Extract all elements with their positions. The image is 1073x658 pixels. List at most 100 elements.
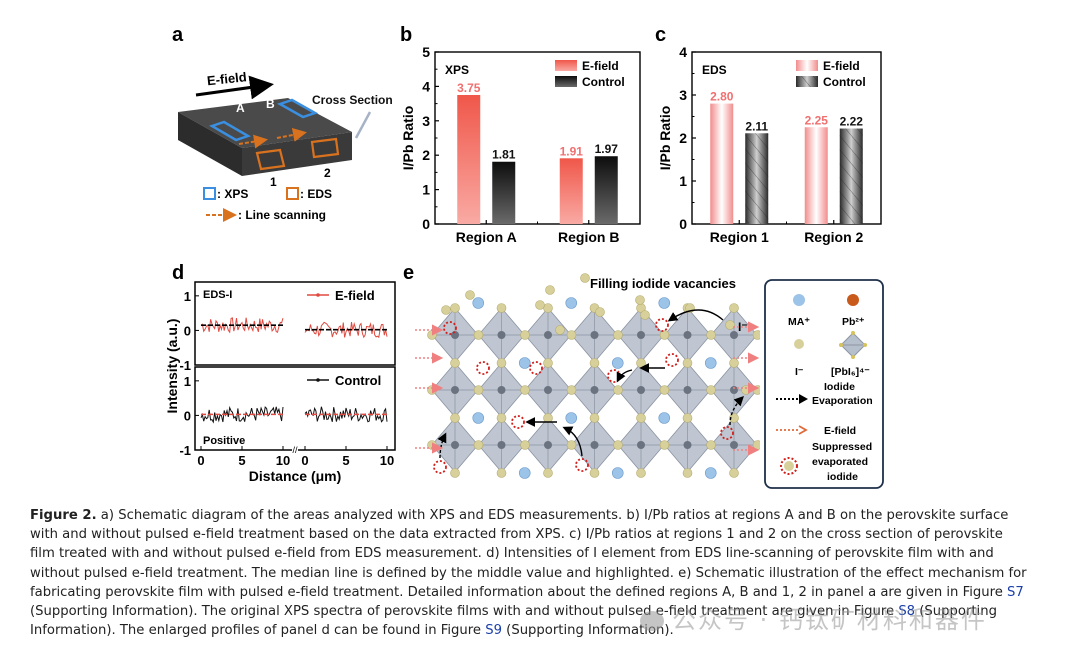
iodide-ion [636,358,646,368]
efield-legend-label: E-field [824,425,856,437]
free-iodide-ion [465,290,475,300]
ma-ion [518,467,531,479]
x-tick-label: Region 2 [804,229,863,245]
x-tick-label: Region A [456,229,517,245]
iodide-ion [729,358,739,368]
x-tick-label: 10 [380,453,394,468]
y-tick-label: -1 [179,443,191,458]
line-scan-arrow-1 [238,134,268,149]
legend-marker [316,293,320,297]
y-tick-label: 5 [422,44,430,60]
panel-e-legend: MA⁺ Pb²⁺ I⁻ [PbI₆]⁴⁻ Iodide Evaporation … [764,279,884,489]
ma-ion [658,412,671,424]
ma-ion [472,297,485,309]
pb-ion [730,441,738,449]
vacancy-filling-arrow [667,309,724,322]
suppressed-iodide-icon [780,457,798,475]
iodide-ion [473,385,484,395]
y-tick-label: 0 [422,216,430,232]
caption-text-2: (Supporting Information). The original X… [30,604,899,620]
x-axis-label: Distance (μm) [249,468,342,484]
ma-ion [704,357,717,369]
ma-ion [518,357,531,369]
xps-region-a [208,120,252,142]
bar-hatch-overlay [745,133,769,224]
iodide-ion [496,303,507,313]
legend-swatch-efield [796,60,818,71]
iodide-ion [566,330,577,340]
iodide-vacancy [529,361,543,375]
y-tick-label: 3 [422,113,430,129]
legend-swatch-efield [555,60,577,71]
region-b-label: B [266,97,275,111]
iodide-vacancy [443,321,457,335]
eds-legend-swatch [286,187,299,200]
pb-ion [590,331,599,339]
subplot-frame-efield [194,281,396,366]
y-tick-label: 1 [679,173,687,189]
pb-ion [590,441,599,449]
y-tick-label: 0 [679,216,687,232]
iodide-ion [706,440,716,450]
intensity-trace [304,321,388,339]
free-iodide-ion [535,300,545,310]
legend-label: E-field [823,59,860,73]
x-tick-label: 5 [342,453,349,468]
caption-text-3: (Supporting Information). The enlarged p… [30,604,997,639]
iodide-ion [729,303,739,313]
iodide-ion [725,320,735,330]
iodide-vacancy [433,460,447,474]
suppressed-label-line3: iodide [827,471,858,483]
y-tick-label: 4 [422,78,430,94]
efield-label: E-field [206,69,247,88]
pb-ion [683,386,692,394]
intensity-trace [304,406,388,423]
inset-label: EDS [702,63,727,77]
legend-label: Control [823,75,866,89]
free-iodide-ion [741,385,751,395]
figure-s8-link[interactable]: S8 [898,604,916,620]
axis-break-mark: // [292,445,298,455]
ma-ion [704,467,717,479]
bar-value-label: 2.80 [710,90,734,104]
eds-legend-label: : EDS [300,187,332,201]
eds-region-2 [310,137,340,159]
suppressed-label-line1: Suppressed [812,441,872,453]
xps-legend-swatch [203,187,216,200]
iodide-ion [473,440,484,450]
panel-a-schematic: E-field A B 1 2 Cross Section : XPS : ED… [178,69,393,222]
iodide-ion [496,413,507,423]
pb-ion [497,386,506,394]
iodide-ion [613,330,623,340]
pb-ion [637,441,645,449]
pb-ion [637,331,645,339]
free-iodide-ion [555,325,565,335]
iodide-ion [450,303,460,313]
pb-ion-icon [847,294,859,306]
evaporation-label-line2: Evaporation [812,395,873,407]
ma-ion [658,297,671,309]
film-left [178,112,242,176]
iodide-ion [613,440,623,450]
figure-s9-link[interactable]: S9 [485,623,502,639]
free-iodide-ion [441,305,451,315]
film-front [242,132,352,176]
iodide-vacancy [655,318,669,332]
eds-region-1 [255,148,286,171]
pb-ion [544,441,552,449]
x-tick-label: 0 [301,453,308,468]
inset-label: EDS-I [203,289,232,301]
legend-swatch-control [555,76,577,87]
bar-hatch-overlay [839,128,863,224]
cross-section-pointer [354,111,372,139]
ma-ion [565,297,578,309]
iodide-vacancy [476,361,490,375]
figure-s7-link[interactable]: S7 [1007,584,1024,600]
iodide-ion [450,413,460,423]
iodide-ion [752,330,760,340]
intensity-trace [200,317,284,334]
bar-value-label: 1.97 [595,142,619,156]
iodide-vacancy [575,458,589,472]
panel-e-letter: e [403,262,415,284]
caption-text-1: a) Schematic diagram of the areas analyz… [30,508,1027,600]
